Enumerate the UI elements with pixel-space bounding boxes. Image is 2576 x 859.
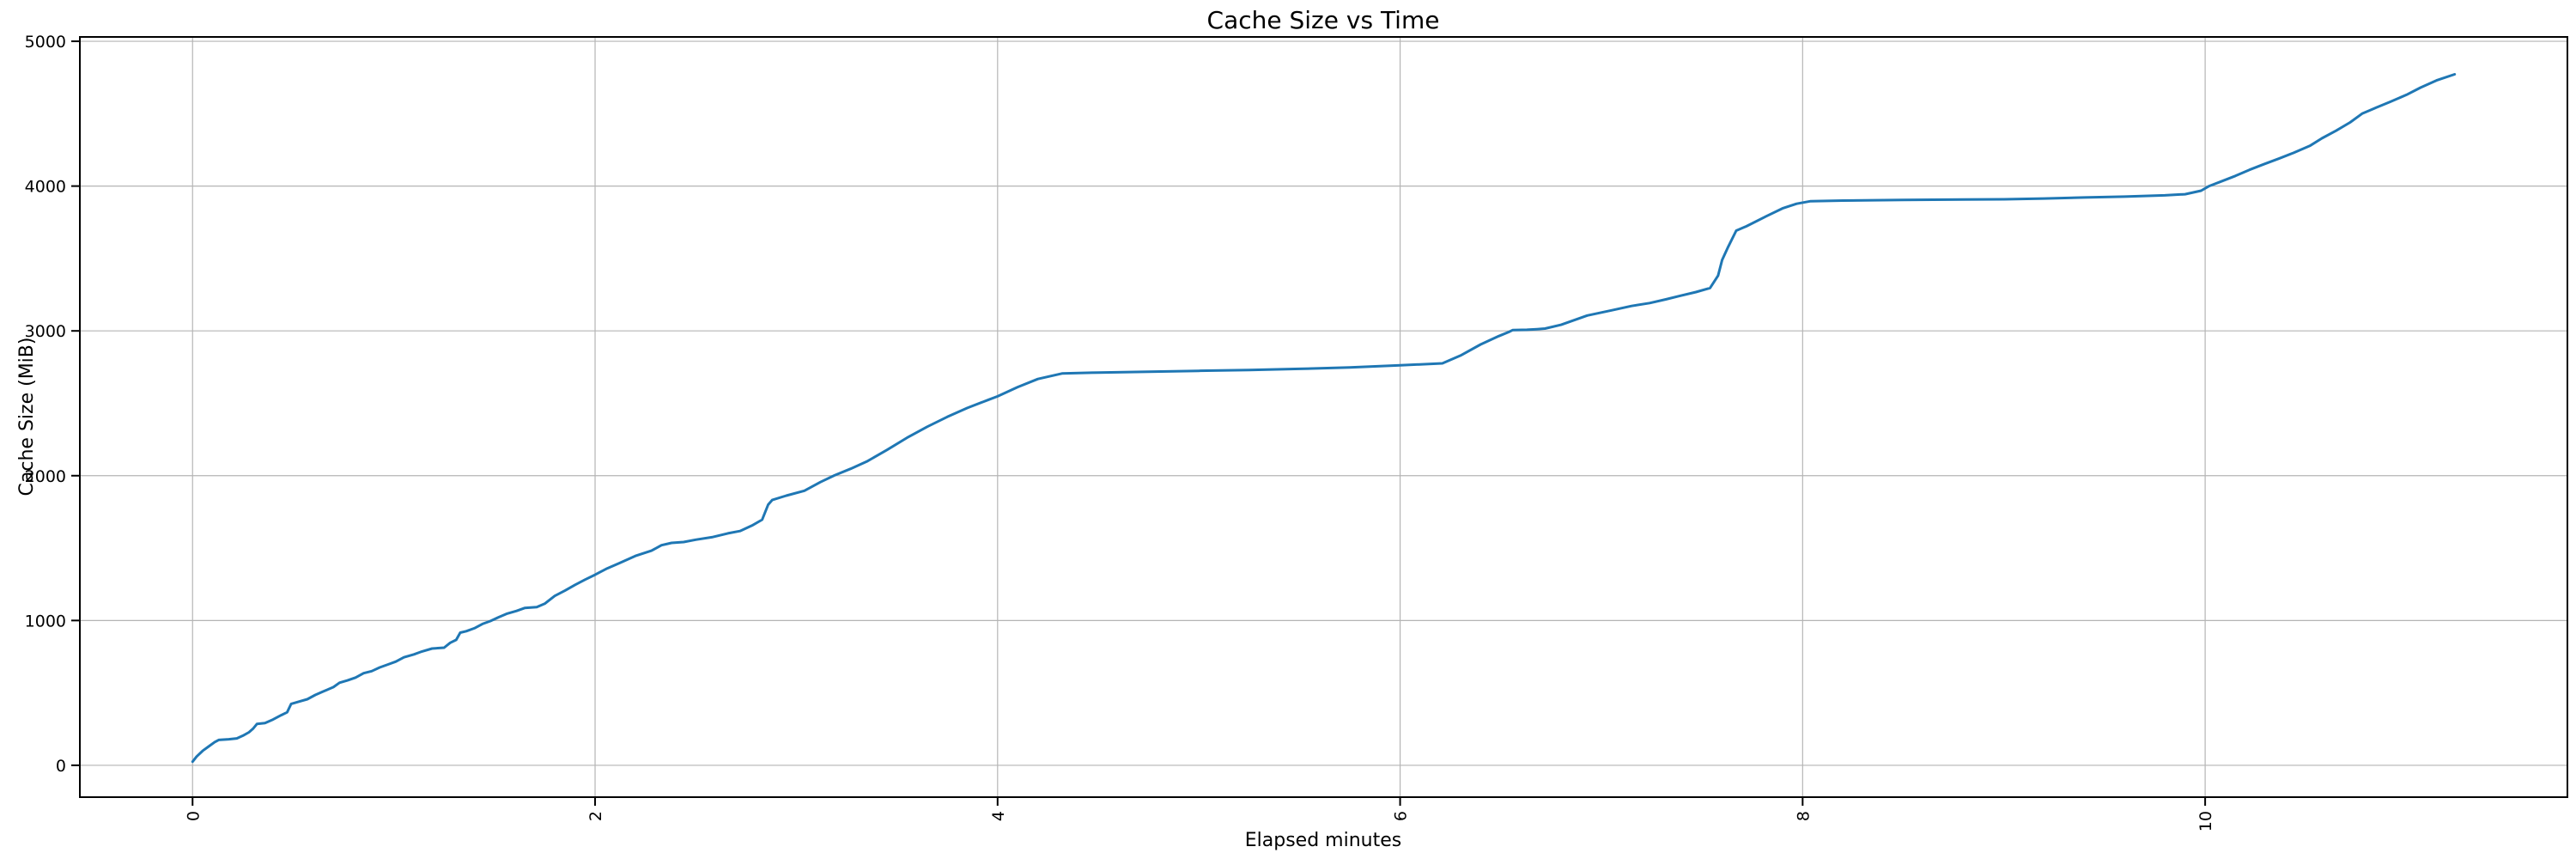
y-tick-label: 4000 — [25, 178, 66, 197]
axis-ticks: 0 2 4 6 8 10 0 1000 2000 3000 4000 5000 — [25, 33, 2215, 832]
y-tick-label: 1000 — [25, 612, 66, 631]
plot-area — [80, 37, 2567, 797]
y-tick-label: 3000 — [25, 322, 66, 341]
data-series — [191, 73, 2457, 764]
x-tick-label: 10 — [2196, 811, 2215, 832]
y-tick-label: 5000 — [25, 33, 66, 52]
grid-lines — [80, 37, 2567, 797]
chart-title: Cache Size vs Time — [1207, 6, 1440, 34]
series-line-cache-size — [191, 73, 2457, 764]
x-tick-label: 8 — [1794, 811, 1813, 821]
x-tick-label: 6 — [1392, 811, 1411, 821]
plot-frame — [79, 36, 2568, 798]
x-axis-label: Elapsed minutes — [1245, 830, 1401, 851]
y-axis-label: Cache Size (MiB) — [16, 338, 38, 497]
y-tick-label: 0 — [56, 757, 66, 776]
x-tick-label: 4 — [989, 811, 1008, 821]
x-tick-label: 2 — [586, 811, 605, 821]
x-tick-label: 0 — [184, 811, 203, 821]
y-tick-label: 2000 — [25, 467, 66, 486]
